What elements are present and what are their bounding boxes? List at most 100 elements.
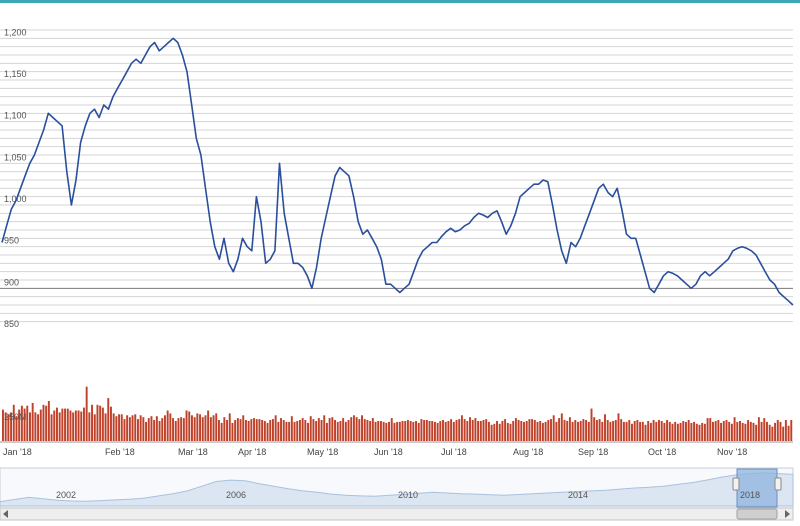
y-tick-label: 1,100 — [4, 111, 27, 121]
volume-bar — [409, 421, 412, 441]
volume-bar — [652, 420, 655, 441]
volume-bar — [118, 414, 121, 441]
x-tick-label: Jan '18 — [3, 447, 32, 457]
volume-bar — [460, 415, 463, 441]
volume-bar — [768, 424, 771, 441]
volume-bar — [614, 420, 617, 441]
volume-bar — [633, 421, 636, 441]
volume-bar — [377, 421, 380, 441]
volume-bar — [134, 414, 137, 441]
volume-bar — [496, 421, 498, 441]
volume-bar — [679, 422, 682, 441]
volume-bar — [636, 420, 639, 441]
volume-bar — [512, 421, 515, 441]
volume-bar — [477, 421, 480, 441]
volume-bar — [725, 420, 728, 441]
y-tick-label: 1,150 — [4, 69, 27, 79]
navigator-scrollbar-thumb[interactable] — [736, 508, 778, 520]
volume-bar — [64, 408, 67, 441]
volume-bar — [444, 421, 447, 441]
volume-tick-label: 250M — [4, 412, 27, 422]
volume-bar — [80, 411, 83, 441]
volume-bar — [128, 417, 131, 441]
volume-bar — [371, 418, 374, 441]
navigator-left-handle[interactable] — [732, 477, 740, 491]
volume-bar — [328, 418, 331, 441]
volume-bar — [655, 421, 658, 441]
navigator-scrollbar-track[interactable] — [0, 507, 794, 521]
navigator-right-handle[interactable] — [774, 477, 782, 491]
volume-bar — [487, 421, 490, 441]
volume-bar — [458, 419, 461, 441]
volume-bar — [563, 420, 566, 441]
volume-bar — [296, 421, 299, 441]
volume-bar — [433, 421, 436, 441]
x-tick-label: Sep '18 — [578, 447, 608, 457]
navigator-series-area — [0, 472, 794, 507]
volume-bar — [706, 418, 709, 441]
volume-bar — [77, 410, 80, 441]
volume-bar — [190, 415, 193, 441]
volume-bar — [309, 416, 312, 441]
volume-bar — [155, 416, 158, 441]
volume-bar — [541, 422, 544, 441]
volume-bar — [552, 415, 555, 441]
volume-bar — [280, 418, 282, 441]
volume-bar — [463, 419, 466, 441]
volume-bar — [69, 410, 72, 441]
volume-bar — [199, 414, 202, 441]
volume-bar — [58, 412, 61, 441]
volume-bar — [385, 422, 388, 441]
navigator-year-labels: 2002 2006 2010 2014 2018 — [56, 490, 760, 500]
volume-bar — [147, 418, 150, 441]
volume-bar — [196, 413, 199, 441]
range-navigator[interactable]: 2002 2006 2010 2014 2018 — [0, 467, 794, 521]
volume-bar — [574, 420, 577, 441]
volume-bar — [469, 417, 471, 441]
volume-bar — [99, 405, 102, 441]
volume-bar — [177, 418, 180, 441]
volume-bar — [514, 418, 517, 441]
volume-bar — [263, 421, 266, 441]
x-tick-label: Aug '18 — [513, 447, 543, 457]
volume-bar — [180, 417, 183, 441]
volume-bar — [752, 422, 755, 441]
volume-bar — [666, 420, 669, 441]
volume-bar — [447, 421, 450, 441]
volume-bar — [641, 421, 644, 441]
volume-bar — [242, 415, 245, 441]
scroll-right-arrow-icon[interactable] — [785, 510, 790, 518]
volume-bar — [212, 415, 215, 441]
volume-bar — [423, 420, 426, 441]
volume-bar — [744, 423, 747, 441]
volume-bar — [231, 422, 234, 441]
y-tick-label: 900 — [4, 277, 19, 287]
volume-bar — [112, 413, 115, 441]
volume-bar — [344, 421, 347, 441]
navigator-selected-range[interactable] — [736, 468, 778, 508]
volume-bar — [301, 418, 304, 441]
scroll-left-arrow-icon[interactable] — [3, 510, 8, 518]
volume-bar — [620, 419, 623, 441]
volume-bar — [485, 419, 488, 441]
volume-bar — [136, 419, 139, 441]
volume-bar — [131, 415, 134, 441]
volume-bar — [712, 421, 714, 441]
volume-bar — [336, 421, 339, 441]
volume-bar — [701, 422, 704, 441]
volume-bar — [45, 405, 48, 441]
volume-bar — [428, 421, 431, 441]
navigator-year-label: 2010 — [398, 490, 418, 500]
volume-bar — [558, 418, 561, 441]
volume-bar — [671, 423, 674, 441]
volume-bar — [61, 408, 64, 441]
volume-bar — [544, 421, 547, 441]
volume-bar — [525, 421, 528, 441]
volume-bar — [609, 421, 612, 441]
volume-bar — [369, 421, 372, 441]
volume-bar — [50, 414, 53, 441]
volume-bar — [153, 420, 156, 441]
volume-bar — [612, 421, 615, 441]
volume-bar — [717, 420, 720, 441]
